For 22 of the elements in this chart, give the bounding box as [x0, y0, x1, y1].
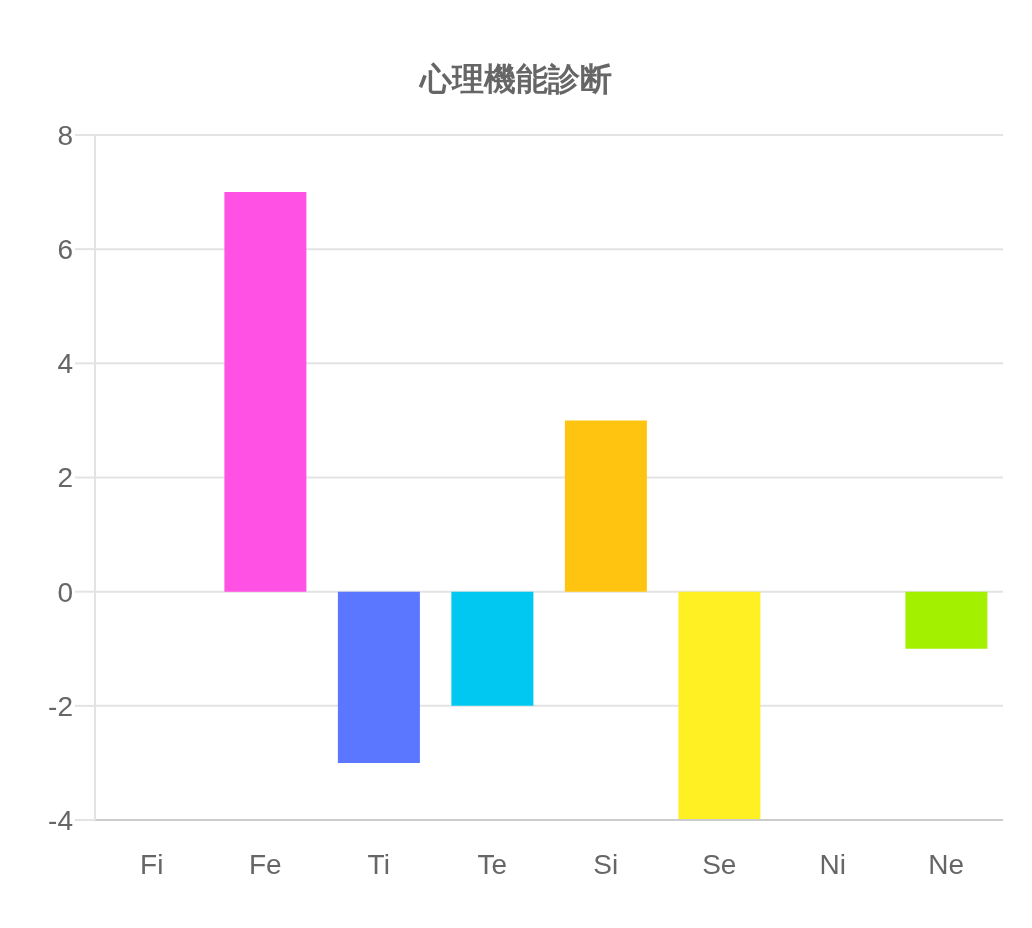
bar: [905, 591, 988, 649]
bar: [564, 420, 647, 592]
x-tick-label: Ti: [367, 848, 390, 880]
y-tick-label: -2: [48, 690, 73, 722]
y-tick-label: 0: [57, 576, 73, 608]
x-tick-label: Fi: [140, 848, 164, 880]
bar: [224, 192, 307, 592]
bar: [451, 591, 534, 706]
x-tick-label: Fe: [248, 848, 282, 880]
y-tick-label: 6: [57, 234, 73, 266]
bar: [678, 591, 761, 820]
bar: [337, 591, 420, 763]
y-tick-label: 4: [57, 348, 73, 380]
chart-title: 心理機能診断: [418, 60, 613, 99]
x-tick-label: Ne: [928, 848, 965, 880]
y-tick-label: 2: [57, 462, 73, 494]
x-tick-label: Te: [477, 848, 508, 880]
y-tick-label: 8: [57, 119, 73, 151]
y-tick-label: -4: [48, 804, 73, 836]
x-tick-label: Se: [702, 848, 737, 880]
x-tick-label: Ni: [819, 848, 846, 880]
x-tick-label: Si: [593, 848, 619, 880]
